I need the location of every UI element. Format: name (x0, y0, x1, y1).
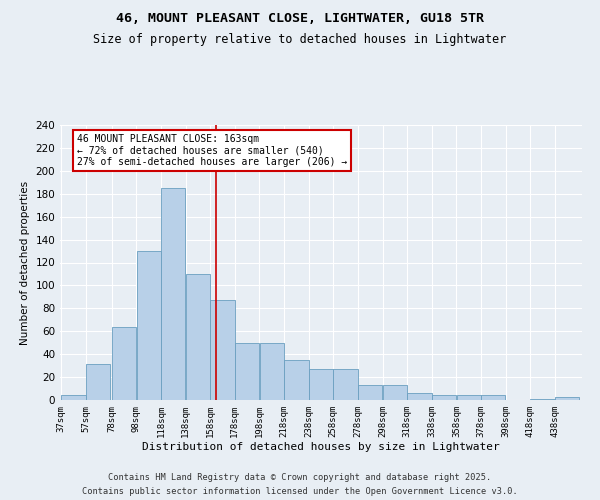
Bar (530, 399, 555, 400)
Bar (211, 300, 235, 400)
Bar (358, 385, 382, 400)
Bar (137, 251, 161, 400)
Bar (260, 342, 284, 400)
Bar (555, 396, 580, 400)
Text: Contains public sector information licensed under the Open Government Licence v3: Contains public sector information licen… (82, 488, 518, 496)
Text: Distribution of detached houses by size in Lightwater: Distribution of detached houses by size … (142, 442, 500, 452)
Bar (309, 369, 333, 400)
Text: 46 MOUNT PLEASANT CLOSE: 163sqm
← 72% of detached houses are smaller (540)
27% o: 46 MOUNT PLEASANT CLOSE: 163sqm ← 72% of… (77, 134, 347, 168)
Bar (112, 326, 136, 400)
Text: Size of property relative to detached houses in Lightwater: Size of property relative to detached ho… (94, 32, 506, 46)
Bar (186, 274, 210, 400)
Bar (161, 188, 185, 400)
Bar (86, 364, 110, 400)
Y-axis label: Number of detached properties: Number of detached properties (20, 180, 30, 344)
Text: 46, MOUNT PLEASANT CLOSE, LIGHTWATER, GU18 5TR: 46, MOUNT PLEASANT CLOSE, LIGHTWATER, GU… (116, 12, 484, 26)
Bar (481, 396, 505, 400)
Bar (334, 369, 358, 400)
Bar (432, 396, 456, 400)
Text: Contains HM Land Registry data © Crown copyright and database right 2025.: Contains HM Land Registry data © Crown c… (109, 472, 491, 482)
Bar (457, 396, 481, 400)
Bar (383, 385, 407, 400)
Bar (235, 342, 259, 400)
Bar (284, 360, 308, 400)
Bar (61, 396, 86, 400)
Bar (407, 393, 431, 400)
